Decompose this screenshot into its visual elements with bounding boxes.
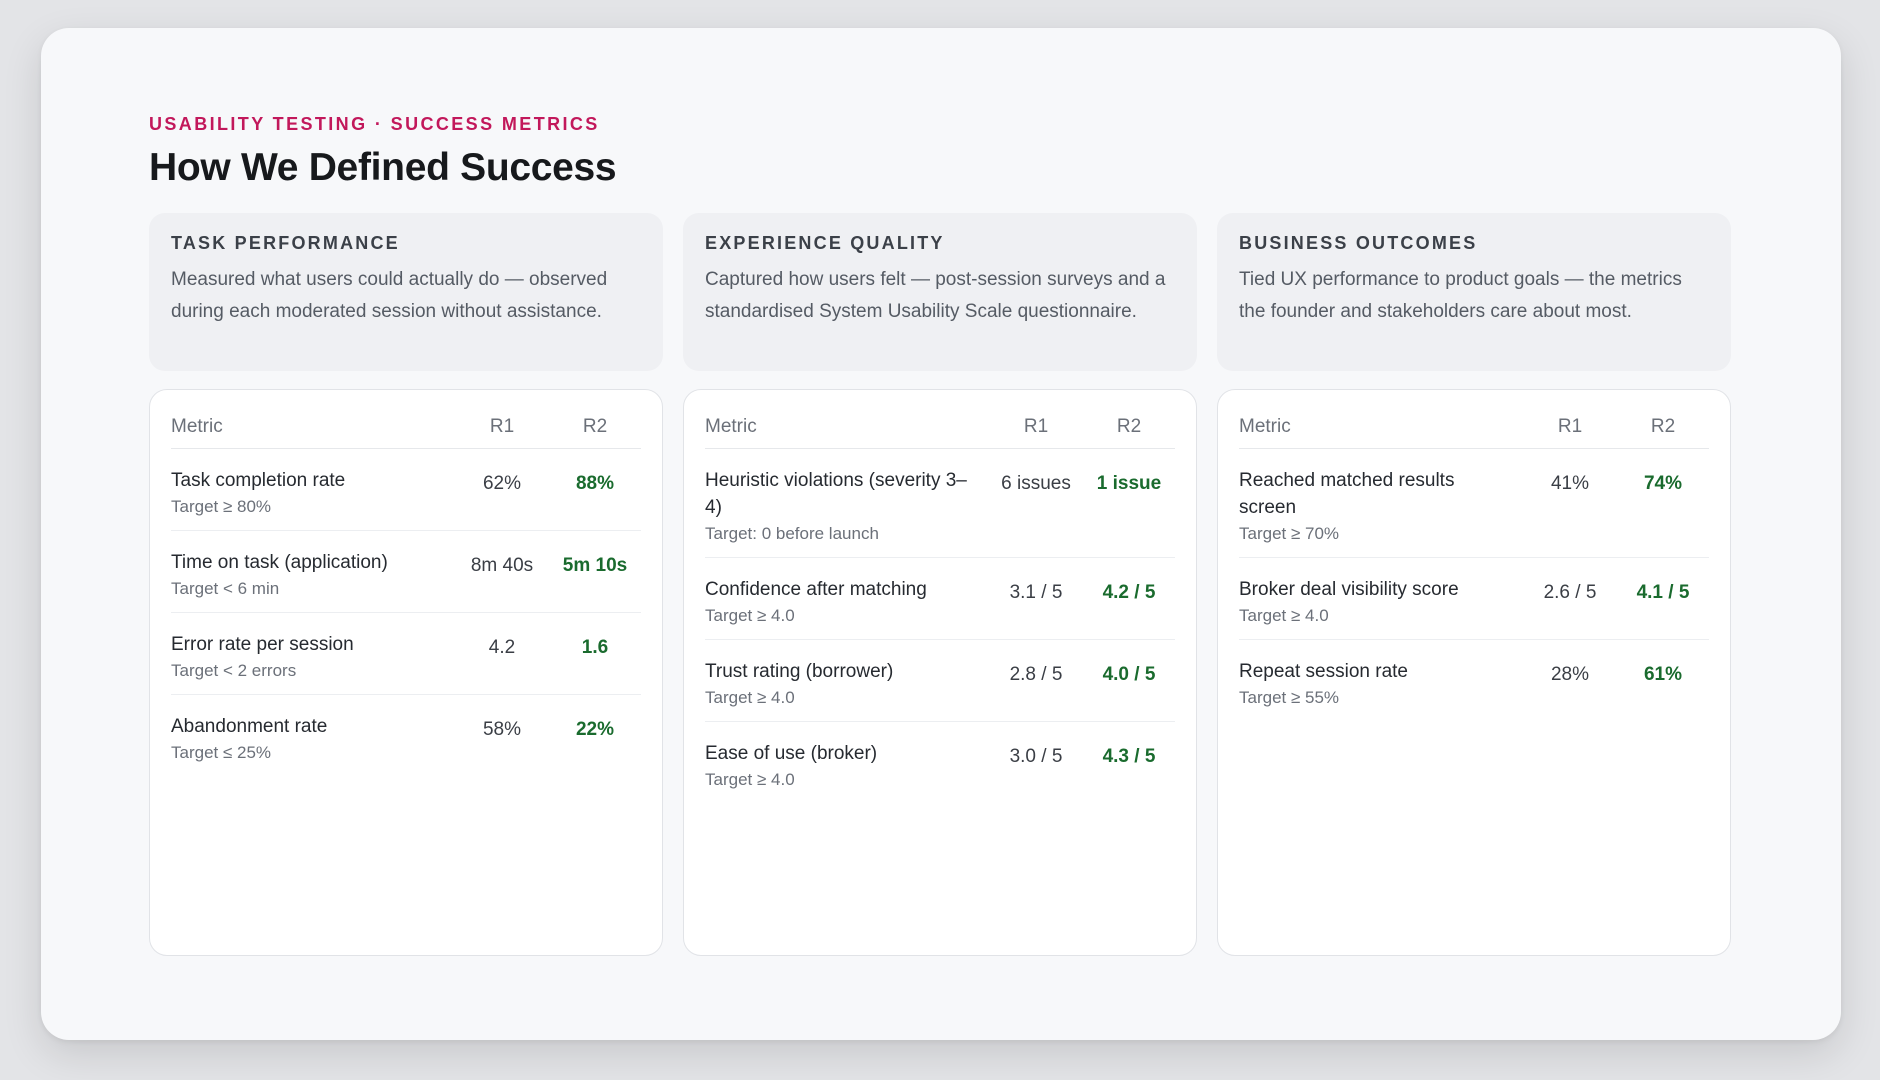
r1-value: 8m 40s (470, 555, 534, 576)
metric-target: Target ≥ 4.0 (705, 770, 795, 789)
table-row: Ease of use (broker) Target ≥ 4.0 3.0 / 5… (705, 722, 1175, 803)
r1-value: 2.6 / 5 (1543, 582, 1597, 603)
metrics-table: Metric R1 R2 Heuristic violations (sever… (683, 389, 1197, 956)
r1-value: 3.0 / 5 (1009, 746, 1063, 767)
metric-name: Broker deal visibility score (1239, 579, 1459, 600)
description-card: BUSINESS OUTCOMES Tied UX performance to… (1217, 213, 1731, 371)
table-row: Repeat session rate Target ≥ 55% 28% 61% (1239, 640, 1709, 721)
r1-value: 62% (482, 473, 522, 494)
card-heading: TASK PERFORMANCE (171, 233, 400, 253)
slide: USABILITY TESTING · SUCCESS METRICS How … (41, 28, 1841, 1040)
card-heading: BUSINESS OUTCOMES (1239, 233, 1478, 253)
r1-value: 41% (1550, 473, 1590, 494)
r2-value: 4.3 / 5 (1102, 746, 1156, 767)
r1-value: 58% (482, 719, 522, 740)
metric-name: Trust rating (borrower) (705, 661, 894, 682)
description-card: EXPERIENCE QUALITY Captured how users fe… (683, 213, 1197, 371)
card-description: Measured what users could actually do — … (171, 269, 608, 322)
metrics-table: Metric R1 R2 Task completion rate Target … (149, 389, 663, 956)
r2-value: 5m 10s (562, 555, 628, 576)
r2-value: 4.0 / 5 (1102, 664, 1156, 685)
table-row: Time on task (application) Target < 6 min… (171, 531, 641, 613)
metric-name: Time on task (application) (171, 552, 388, 573)
table-row: Confidence after matching Target ≥ 4.0 3.… (705, 558, 1175, 640)
table-header: Metric R1 R2 (1239, 406, 1709, 449)
metric-target: Target ≥ 4.0 (705, 688, 795, 707)
r2-value: 22% (575, 719, 615, 740)
header-r2: R2 (582, 416, 608, 437)
metric-target: Target: 0 before launch (705, 524, 879, 543)
metric-target: Target < 6 min (171, 579, 280, 598)
eyebrow-label: USABILITY TESTING · SUCCESS METRICS (149, 114, 600, 134)
r2-value: 4.1 / 5 (1636, 582, 1690, 603)
metric-name: Abandonment rate (171, 716, 328, 737)
r2-value: 1.6 (581, 637, 609, 658)
table-header: Metric R1 R2 (705, 406, 1175, 449)
metric-target: Target ≥ 70% (1239, 524, 1340, 543)
card-description: Captured how users felt — post-session s… (705, 269, 1166, 322)
metric-target: Target ≥ 80% (171, 497, 272, 516)
metric-target: Target ≤ 25% (171, 743, 272, 762)
r1-value: 6 issues (1001, 473, 1071, 494)
metric-target: Target < 2 errors (171, 661, 297, 680)
r2-value: 74% (1643, 473, 1683, 494)
table-row: Error rate per session Target < 2 errors … (171, 613, 641, 695)
metric-name: Heuristic violations (severity 3–4) (705, 470, 967, 518)
metric-target: Target ≥ 55% (1239, 688, 1340, 707)
table-row: Reached matched results screen Target ≥ 7… (1239, 449, 1709, 558)
card-heading: EXPERIENCE QUALITY (705, 233, 945, 253)
table-row: Heuristic violations (severity 3–4) Targe… (705, 449, 1175, 558)
table-row: Abandonment rate Target ≤ 25% 58% 22% (171, 695, 641, 776)
metric-target: Target ≥ 4.0 (1239, 606, 1329, 625)
metric-name: Repeat session rate (1239, 661, 1408, 682)
header-metric: Metric (171, 416, 223, 437)
metric-name: Reached matched results screen (1239, 470, 1455, 518)
metric-name: Ease of use (broker) (705, 743, 878, 764)
table-header: Metric R1 R2 (171, 406, 641, 449)
r2-value: 88% (575, 473, 615, 494)
metric-target: Target ≥ 4.0 (705, 606, 795, 625)
r1-value: 28% (1550, 664, 1590, 685)
page-title: How We Defined Success (149, 146, 617, 189)
r2-value: 4.2 / 5 (1102, 582, 1156, 603)
header-r2: R2 (1650, 416, 1676, 437)
header-r1: R1 (1557, 416, 1583, 437)
table-row: Broker deal visibility score Target ≥ 4.0… (1239, 558, 1709, 640)
column-business-outcomes: BUSINESS OUTCOMES Tied UX performance to… (1217, 213, 1731, 956)
header-r1: R1 (1023, 416, 1049, 437)
r2-value: 61% (1643, 664, 1683, 685)
header-metric: Metric (705, 416, 757, 437)
metric-name: Task completion rate (171, 470, 346, 491)
table-row: Trust rating (borrower) Target ≥ 4.0 2.8 … (705, 640, 1175, 722)
r2-value: 1 issue (1096, 473, 1162, 494)
header-metric: Metric (1239, 416, 1291, 437)
r1-value: 2.8 / 5 (1009, 664, 1063, 685)
column-task-performance: TASK PERFORMANCE Measured what users cou… (149, 213, 663, 956)
metric-columns: TASK PERFORMANCE Measured what users cou… (149, 213, 1731, 956)
metrics-table: Metric R1 R2 Reached matched results scr… (1217, 389, 1731, 956)
description-card: TASK PERFORMANCE Measured what users cou… (149, 213, 663, 371)
column-experience-quality: EXPERIENCE QUALITY Captured how users fe… (683, 213, 1197, 956)
header-r2: R2 (1116, 416, 1142, 437)
table-row: Task completion rate Target ≥ 80% 62% 88% (171, 449, 641, 531)
r1-value: 4.2 (488, 637, 516, 658)
metric-name: Error rate per session (171, 634, 354, 655)
metric-name: Confidence after matching (705, 579, 927, 600)
card-description: Tied UX performance to product goals — t… (1239, 269, 1682, 322)
header-r1: R1 (489, 416, 515, 437)
r1-value: 3.1 / 5 (1009, 582, 1063, 603)
